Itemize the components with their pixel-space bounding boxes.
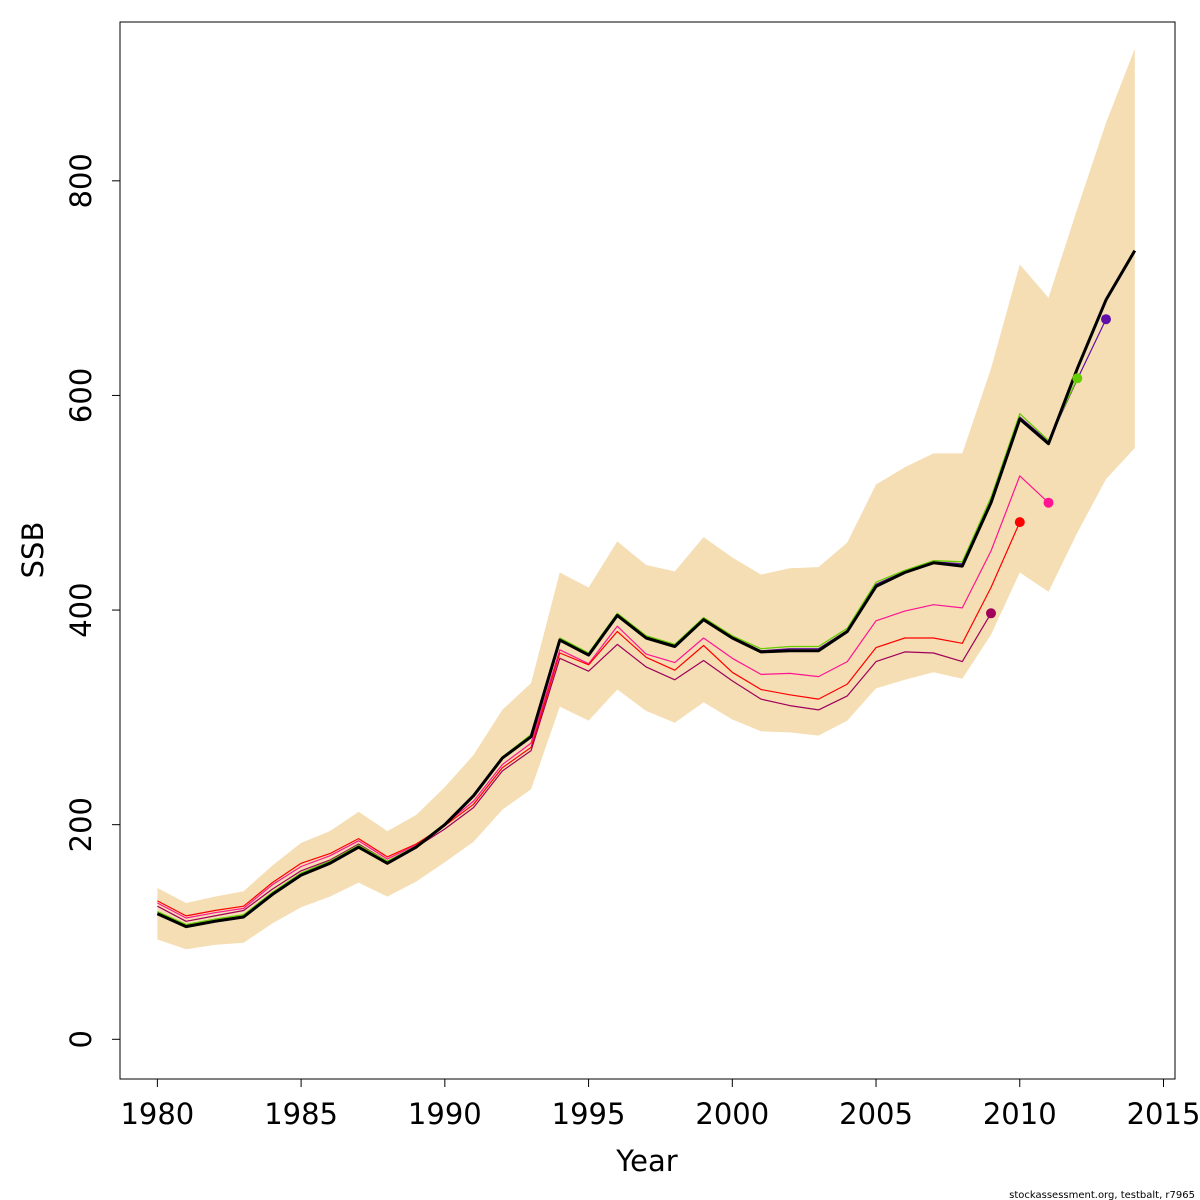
y-tick-label: 400 xyxy=(64,582,98,637)
x-tick-label: 2015 xyxy=(1127,1097,1200,1131)
series-layer xyxy=(156,249,1137,929)
x-tick-label: 2010 xyxy=(983,1097,1057,1131)
x-axis-title: Year xyxy=(615,1144,677,1178)
x-tick-label: 1990 xyxy=(408,1097,482,1131)
y-tick-label: 600 xyxy=(64,368,98,423)
series-end-point-2 xyxy=(1101,314,1111,325)
y-tick-label: 800 xyxy=(64,153,98,208)
y-axis-title: SSB xyxy=(16,522,50,579)
series-end-point-4 xyxy=(1014,517,1025,528)
series-end-point-3 xyxy=(1043,497,1054,508)
y-axis: 0 200 400 600 800 xyxy=(64,153,121,1049)
y-tick-label: 0 xyxy=(64,1030,98,1048)
series-line-0 xyxy=(156,249,1137,929)
footer-credit: stockassessment.org, testbalt, r7965 xyxy=(1009,1190,1195,1200)
series-line-4 xyxy=(157,521,1021,917)
series-end-point-5 xyxy=(986,608,996,619)
x-axis: 1980 1985 1990 1995 2000 2005 2010 2015 xyxy=(120,1078,1200,1131)
x-tick-label: 1985 xyxy=(264,1097,338,1131)
x-tick-label: 2005 xyxy=(839,1097,913,1131)
x-tick-label: 1980 xyxy=(120,1097,194,1131)
confidence-band-layer xyxy=(157,48,1135,950)
series-line-5 xyxy=(157,612,992,922)
x-tick-label: 1995 xyxy=(552,1097,626,1131)
confidence-band xyxy=(157,48,1135,950)
series-end-point-1 xyxy=(1072,373,1083,384)
series-line-1 xyxy=(157,378,1078,926)
series-line-3 xyxy=(157,475,1049,919)
x-tick-label: 2000 xyxy=(695,1097,769,1131)
y-tick-label: 200 xyxy=(64,797,98,852)
